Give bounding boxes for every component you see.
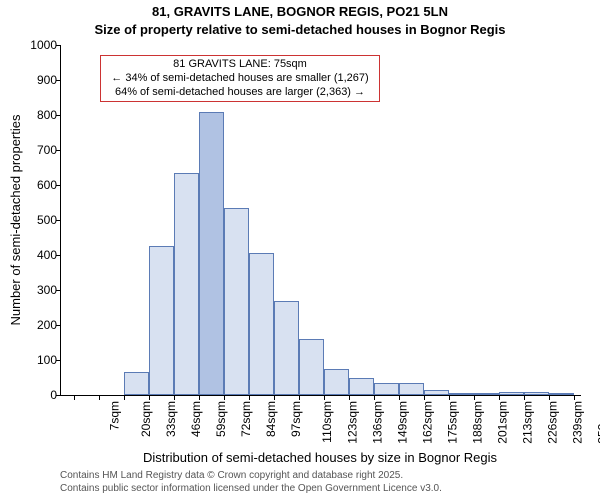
annotation-line3: 64% of semi-detached houses are larger (… (105, 86, 375, 100)
y-tick-label: 900 (7, 73, 57, 87)
x-tick-mark (224, 395, 225, 400)
histogram-bar (274, 301, 299, 396)
x-tick-label: 110sqm (320, 401, 334, 443)
x-tick-label: 136sqm (371, 401, 385, 444)
histogram-bar (299, 339, 324, 395)
y-tick-label: 200 (7, 318, 57, 332)
histogram-bar (199, 112, 224, 396)
histogram-bar (349, 378, 374, 396)
chart-footnote: Contains HM Land Registry data © Crown c… (60, 470, 580, 495)
x-tick-mark (449, 395, 450, 400)
x-tick-label: 162sqm (421, 401, 435, 444)
x-tick-label: 239sqm (571, 401, 585, 444)
x-tick-label: 7sqm (107, 401, 121, 430)
footnote-line2: Contains public sector information licen… (60, 483, 580, 496)
histogram-bar (449, 393, 474, 395)
x-tick-mark (74, 395, 75, 400)
y-tick-label: 1000 (7, 38, 57, 52)
x-tick-mark (149, 395, 150, 400)
histogram-bar (174, 173, 199, 395)
x-tick-mark (499, 395, 500, 400)
y-tick-label: 500 (7, 213, 57, 227)
histogram-bar (474, 393, 499, 395)
y-tick-label: 100 (7, 353, 57, 367)
histogram-bar (224, 208, 249, 395)
x-tick-label: 46sqm (189, 401, 203, 437)
x-tick-mark (124, 395, 125, 400)
x-tick-mark (324, 395, 325, 400)
x-axis-label: Distribution of semi-detached houses by … (60, 450, 580, 465)
y-tick-label: 800 (7, 108, 57, 122)
histogram-bar (149, 246, 174, 395)
x-tick-label: 201sqm (496, 401, 510, 444)
y-tick-label: 400 (7, 248, 57, 262)
histogram-bar (549, 393, 574, 395)
x-tick-label: 213sqm (521, 401, 535, 444)
histogram-bar (374, 383, 399, 395)
histogram-bar (124, 372, 149, 395)
x-tick-label: 252sqm (596, 401, 600, 444)
x-tick-mark (299, 395, 300, 400)
histogram-bar (399, 383, 424, 395)
x-tick-label: 33sqm (164, 401, 178, 437)
x-tick-mark (349, 395, 350, 400)
x-tick-mark (524, 395, 525, 400)
x-tick-label: 59sqm (214, 401, 228, 437)
chart-title-line2: Size of property relative to semi-detach… (0, 22, 600, 37)
footnote-line1: Contains HM Land Registry data © Crown c… (60, 470, 580, 483)
x-tick-mark (574, 395, 575, 400)
x-tick-label: 97sqm (289, 401, 303, 437)
y-tick-label: 600 (7, 178, 57, 192)
histogram-bar (249, 253, 274, 395)
x-tick-label: 123sqm (346, 401, 360, 444)
x-tick-mark (549, 395, 550, 400)
y-tick-label: 0 (7, 388, 57, 402)
x-tick-mark (99, 395, 100, 400)
x-tick-label: 149sqm (396, 401, 410, 444)
y-tick-label: 300 (7, 283, 57, 297)
chart-title-line1: 81, GRAVITS LANE, BOGNOR REGIS, PO21 5LN (0, 4, 600, 19)
annotation-box: 81 GRAVITS LANE: 75sqm← 34% of semi-deta… (100, 55, 380, 102)
x-tick-label: 226sqm (546, 401, 560, 444)
x-tick-mark (174, 395, 175, 400)
x-tick-label: 188sqm (471, 401, 485, 444)
annotation-line2: ← 34% of semi-detached houses are smalle… (105, 72, 375, 86)
histogram-bar (524, 392, 549, 396)
x-tick-label: 20sqm (139, 401, 153, 437)
x-tick-label: 84sqm (264, 401, 278, 437)
y-tick-label: 700 (7, 143, 57, 157)
x-tick-mark (249, 395, 250, 400)
x-tick-label: 72sqm (239, 401, 253, 437)
histogram-bar (499, 392, 524, 396)
annotation-line1: 81 GRAVITS LANE: 75sqm (105, 58, 375, 72)
x-tick-mark (374, 395, 375, 400)
histogram-bar (324, 369, 349, 395)
x-tick-label: 175sqm (446, 401, 460, 444)
histogram-bar (424, 390, 449, 395)
x-tick-mark (399, 395, 400, 400)
x-tick-mark (474, 395, 475, 400)
x-tick-mark (424, 395, 425, 400)
x-tick-mark (274, 395, 275, 400)
x-tick-mark (199, 395, 200, 400)
